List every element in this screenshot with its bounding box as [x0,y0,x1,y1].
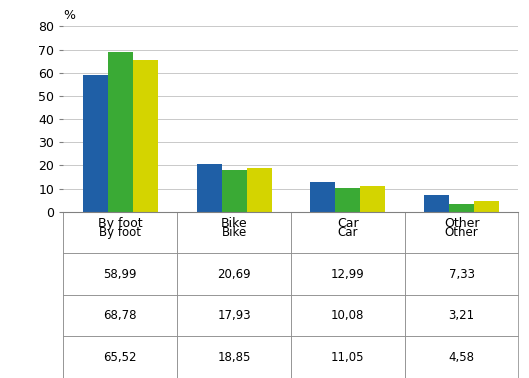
Bar [449,204,474,212]
Bar [222,170,247,212]
Text: %: % [63,9,76,22]
Bar [83,75,108,212]
Bar [360,186,385,212]
Bar [424,195,449,212]
Bar [197,164,222,212]
Bar [335,188,360,212]
Bar [474,201,499,212]
Bar [311,181,335,212]
Bar [133,60,158,212]
Bar [108,53,133,212]
Bar [247,168,271,212]
